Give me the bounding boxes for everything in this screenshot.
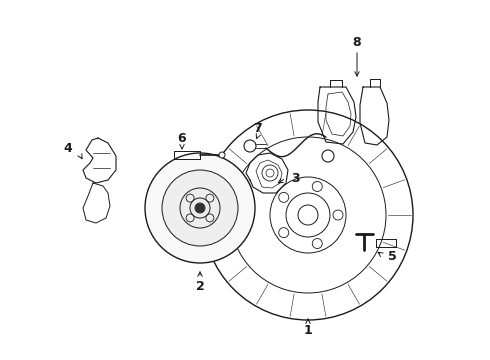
Text: 8: 8 (353, 36, 361, 49)
Text: 1: 1 (304, 324, 313, 337)
Circle shape (145, 153, 255, 263)
Text: 2: 2 (196, 280, 204, 293)
Text: 6: 6 (178, 131, 186, 144)
Text: 4: 4 (64, 141, 73, 154)
Text: 5: 5 (388, 251, 396, 264)
Circle shape (298, 205, 318, 225)
Text: 7: 7 (254, 122, 262, 135)
Circle shape (195, 203, 205, 213)
Text: 3: 3 (291, 171, 299, 185)
Circle shape (162, 170, 238, 246)
Circle shape (219, 152, 225, 158)
